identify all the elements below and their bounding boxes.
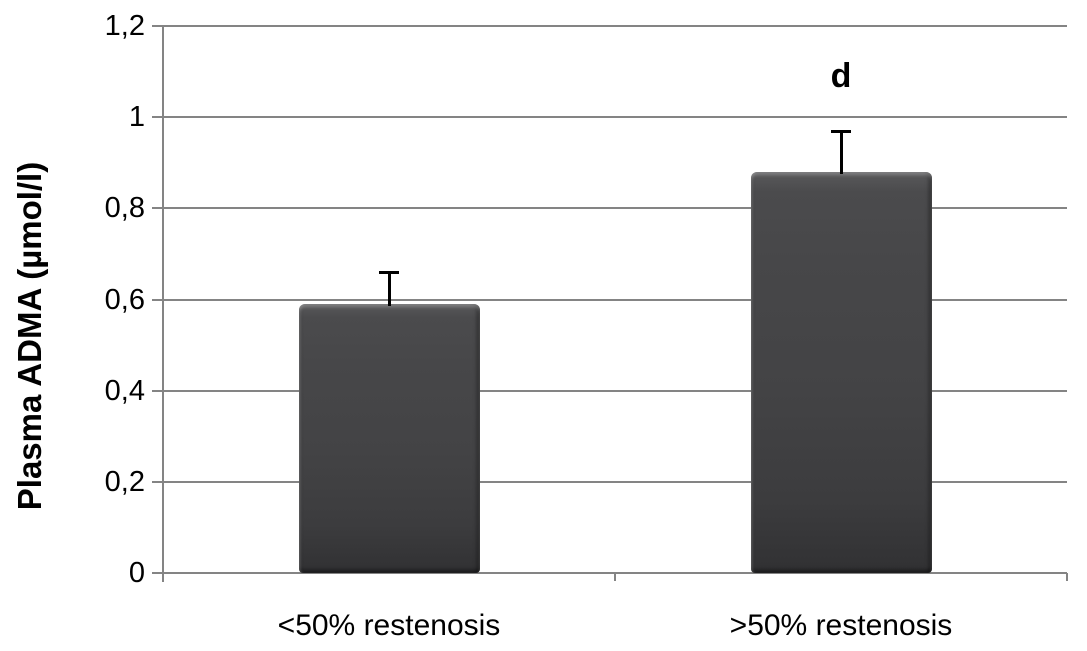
bar: [299, 304, 480, 573]
y-tick-label: 1,2: [104, 10, 145, 42]
x-category-label: <50% restenosis: [277, 609, 501, 642]
y-axis-tick: [152, 116, 163, 118]
y-tick-label: 1: [128, 101, 145, 133]
bar: [751, 172, 932, 573]
y-axis-tick: [152, 207, 163, 209]
y-tick-label: 0: [128, 557, 145, 589]
gridline: [163, 390, 1067, 392]
error-bar-cap: [831, 130, 851, 133]
y-axis-tick: [152, 299, 163, 301]
error-bar-line: [840, 131, 843, 174]
gridline: [163, 299, 1067, 301]
x-axis-tick: [1066, 573, 1068, 581]
y-axis-line: [162, 25, 164, 582]
gridline: [163, 116, 1067, 118]
y-axis-tick: [152, 481, 163, 483]
significance-annotation: d: [830, 57, 852, 95]
x-axis-tick: [614, 573, 616, 581]
error-bar-line: [388, 272, 391, 306]
x-category-label: >50% restenosis: [729, 609, 953, 642]
x-axis-tick: [162, 573, 164, 581]
y-tick-label: 0,4: [104, 375, 145, 407]
gridline: [163, 207, 1067, 209]
y-axis-tick: [152, 572, 163, 574]
error-bar-cap: [379, 271, 399, 274]
y-tick-label: 0,8: [104, 192, 145, 224]
gridline: [163, 481, 1067, 483]
y-axis-tick: [152, 25, 163, 27]
y-axis-tick: [152, 390, 163, 392]
y-tick-label: 0,6: [104, 284, 145, 316]
y-tick-label: 0,2: [104, 466, 145, 498]
gridline: [163, 25, 1067, 27]
